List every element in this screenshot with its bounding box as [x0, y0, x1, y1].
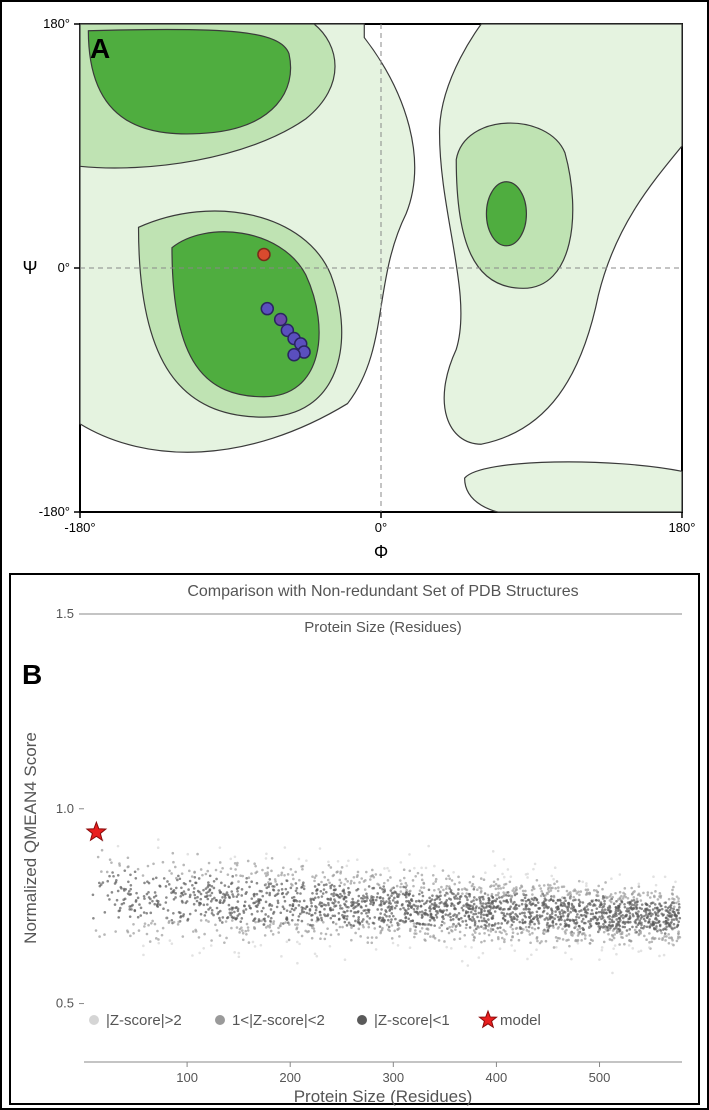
y-axis-label: Ψ	[22, 258, 37, 278]
y-axis-label: Normalized QMEAN4 Score	[21, 732, 40, 944]
legend-label: 1<|Z-score|<2	[232, 1012, 325, 1029]
legend-marker	[357, 1015, 367, 1025]
x-tick-label: 100	[176, 1070, 198, 1085]
y-tick-label: 0°	[58, 260, 70, 275]
panel-label-a: A	[90, 33, 110, 64]
legend-marker	[215, 1015, 225, 1025]
y-tick-label: 1.5	[56, 606, 74, 621]
ramachandran-point	[275, 314, 287, 326]
y-tick-label: 0.5	[56, 996, 74, 1011]
model-star-marker	[87, 822, 106, 840]
ramachandran-point	[288, 349, 300, 361]
x-axis-label-top: Protein Size (Residues)	[304, 619, 462, 636]
ramachandran-point	[258, 248, 270, 260]
legend-label: model	[500, 1012, 541, 1029]
figure-svg: -180° 0° 180° -180° 0° 180° Φ Ψ A Comparison with…	[2, 2, 707, 1108]
x-tick-label: 0°	[375, 520, 387, 535]
y-tick-label: -180°	[39, 504, 70, 519]
legend-marker	[89, 1015, 99, 1025]
legend-label: |Z-score|>2	[106, 1012, 182, 1029]
x-tick-label: 500	[589, 1070, 611, 1085]
scatter-cloud	[92, 838, 682, 974]
x-tick-label: 300	[382, 1070, 404, 1085]
x-tick-label: 200	[279, 1070, 301, 1085]
x-tick-label: -180°	[64, 520, 95, 535]
legend-label: |Z-score|<1	[374, 1012, 450, 1029]
x-axis-label: Protein Size (Residues)	[294, 1087, 473, 1106]
legend-star	[479, 1011, 496, 1027]
y-tick-label: 1.0	[56, 801, 74, 816]
ramachandran-point	[261, 303, 273, 315]
x-tick-label: 180°	[669, 520, 696, 535]
panel-b-title: Comparison with Non-redundant Set of PDB…	[187, 583, 578, 600]
panel-label-b: B	[22, 659, 42, 690]
y-tick-label: 180°	[43, 16, 70, 31]
x-axis-label: Φ	[374, 542, 388, 562]
x-tick-label: 400	[486, 1070, 508, 1085]
figure-container: -180° 0° 180° -180° 0° 180° Φ Ψ A Comparison with…	[0, 0, 709, 1110]
